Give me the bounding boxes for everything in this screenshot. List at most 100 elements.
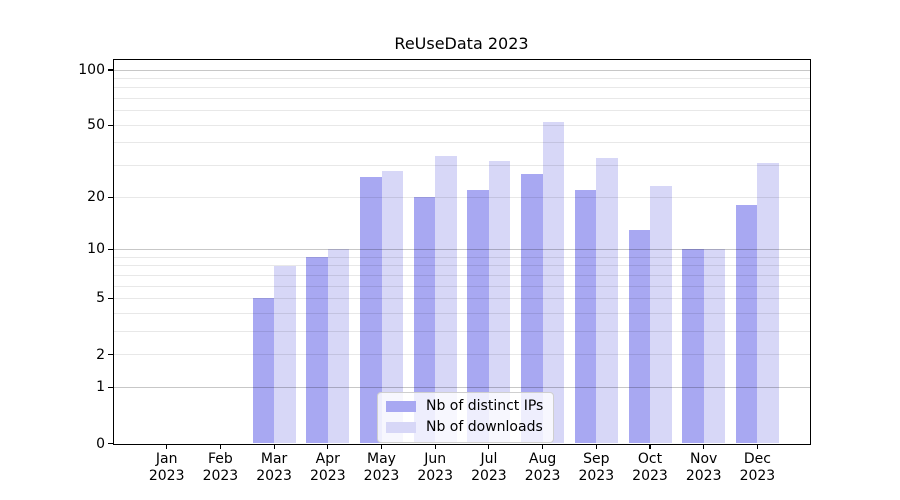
y-tick-label-0: 0 — [96, 435, 105, 452]
x-tick-year: 2023 — [256, 467, 292, 484]
x-tick-mark-aug — [542, 444, 544, 449]
gridline-minor-5 — [113, 297, 810, 299]
y-tick-mark-50 — [107, 124, 113, 126]
x-tick-year: 2023 — [578, 467, 615, 484]
chart-title: ReUseData 2023 — [394, 34, 529, 53]
gridline-minor-8 — [113, 265, 810, 267]
legend: Nb of distinct IPs Nb of downloads — [377, 392, 555, 443]
bar-dec-downloads — [757, 163, 779, 444]
gridline-minor-40 — [113, 142, 810, 144]
x-tick-year: 2023 — [739, 467, 776, 484]
bar-aug-distinct-ips — [521, 173, 543, 444]
x-tick-label-jan: Jan 2023 — [137, 451, 197, 484]
x-tick-year: 2023 — [685, 467, 722, 484]
bar-jun-distinct-ips — [413, 197, 436, 444]
x-tick-year: 2023 — [363, 467, 400, 484]
bar-sep-distinct-ips — [574, 189, 597, 444]
x-tick-year: 2023 — [148, 467, 185, 484]
y-tick-mark-0 — [107, 442, 113, 445]
x-tick-year: 2023 — [471, 467, 507, 484]
x-tick-label-aug: Aug 2023 — [513, 451, 573, 484]
gridline-minor-90 — [113, 77, 810, 79]
gridline-minor-6 — [113, 285, 810, 287]
legend-swatch-distinct-ips — [386, 401, 416, 412]
y-tick-mark-100 — [107, 69, 113, 71]
x-tick-label-sep: Sep 2023 — [566, 451, 626, 484]
gridline-minor-9 — [113, 256, 810, 258]
plot-area-border — [112, 59, 811, 445]
bar-jun-downloads — [435, 155, 457, 444]
y-tick-mark-20 — [107, 196, 113, 198]
gridline-minor-60 — [113, 110, 810, 112]
legend-label-downloads: Nb of downloads — [426, 419, 543, 435]
bar-aug-downloads — [542, 122, 565, 444]
gridline-minor-2 — [113, 354, 810, 356]
x-tick-mark-sep — [595, 444, 597, 449]
x-tick-month: Nov — [690, 451, 718, 467]
bar-nov-distinct-ips — [682, 249, 704, 444]
legend-row-downloads: Nb of downloads — [386, 420, 543, 435]
bar-mar-distinct-ips — [252, 298, 275, 444]
bar-apr-distinct-ips — [306, 257, 328, 444]
y-tick-mark-10 — [107, 248, 113, 251]
x-tick-month: Jan — [155, 451, 178, 467]
x-tick-year: 2023 — [309, 467, 346, 484]
x-tick-year: 2023 — [417, 467, 453, 484]
gridline-minor-50 — [113, 124, 810, 126]
bar-jul-distinct-ips — [467, 189, 489, 444]
x-tick-label-feb: Feb 2023 — [190, 451, 250, 484]
x-tick-mark-jun — [434, 444, 436, 449]
bar-nov-downloads — [703, 249, 726, 444]
y-tick-label-5: 5 — [96, 290, 105, 307]
legend-label-distinct-ips: Nb of distinct IPs — [426, 398, 544, 414]
y-tick-label-50: 50 — [87, 117, 105, 134]
x-tick-label-jun: Jun 2023 — [405, 451, 465, 484]
bar-oct-downloads — [650, 186, 672, 444]
y-tick-mark-2 — [107, 353, 113, 356]
x-tick-year: 2023 — [632, 467, 668, 484]
x-tick-month: Dec — [743, 451, 771, 467]
bar-oct-distinct-ips — [628, 229, 650, 444]
bar-apr-downloads — [327, 249, 350, 444]
x-tick-month: Sep — [583, 451, 610, 467]
x-tick-label-nov: Nov 2023 — [674, 451, 734, 484]
x-tick-month: May — [367, 451, 396, 467]
x-tick-mark-mar — [273, 444, 275, 449]
x-tick-mark-jan — [166, 444, 168, 449]
x-tick-month: Oct — [637, 451, 663, 467]
gridline-major-1 — [113, 386, 810, 388]
x-tick-mark-oct — [649, 444, 651, 449]
x-tick-label-may: May 2023 — [352, 451, 412, 484]
bar-mar-downloads — [274, 265, 296, 444]
y-tick-label-2: 2 — [96, 346, 105, 363]
bar-dec-distinct-ips — [735, 205, 758, 444]
x-tick-label-jul: Jul 2023 — [459, 451, 519, 484]
x-tick-mark-may — [380, 444, 383, 449]
gridline-minor-80 — [113, 87, 810, 89]
bar-jul-downloads — [488, 160, 511, 444]
gridline-minor-4 — [113, 312, 810, 314]
y-tick-label-1: 1 — [96, 379, 105, 396]
x-tick-month: Feb — [207, 451, 233, 467]
x-tick-month: Aug — [528, 451, 557, 467]
legend-row-distinct-ips: Nb of distinct IPs — [386, 399, 543, 414]
x-tick-month: Apr — [315, 451, 340, 467]
bar-may-downloads — [381, 170, 403, 444]
x-tick-label-dec: Dec 2023 — [727, 451, 787, 484]
x-tick-month: Jul — [480, 451, 498, 467]
y-tick-label-10: 10 — [87, 241, 105, 258]
gridline-minor-20 — [113, 196, 810, 198]
x-tick-mark-apr — [327, 444, 329, 449]
x-tick-mark-nov — [703, 444, 705, 449]
x-tick-label-mar: Mar 2023 — [244, 451, 304, 484]
x-tick-mark-jul — [488, 444, 490, 449]
x-tick-mark-dec — [756, 444, 758, 449]
x-tick-year: 2023 — [524, 467, 561, 484]
y-tick-mark-1 — [107, 386, 113, 388]
y-tick-mark-5 — [107, 297, 113, 300]
x-tick-month: Mar — [260, 451, 288, 467]
